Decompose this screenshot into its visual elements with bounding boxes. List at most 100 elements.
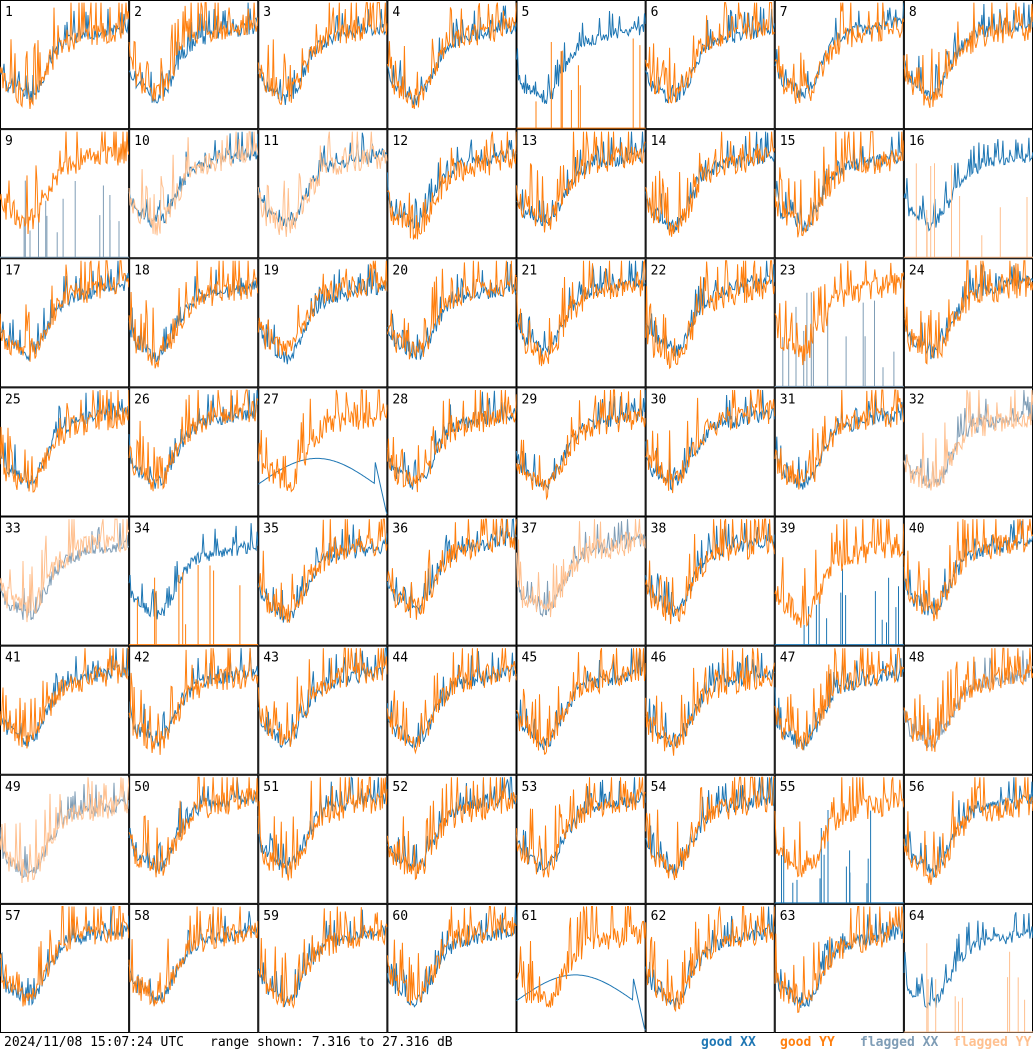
series-xx	[903, 912, 1033, 1009]
panel-label: 15	[780, 134, 796, 149]
panel-9: 9	[0, 129, 130, 259]
panel-32: 32	[903, 387, 1033, 517]
panel-36: 36	[386, 516, 517, 646]
panel-62: 62	[645, 903, 776, 1033]
series-yy	[516, 906, 646, 1008]
panel-3: 3	[257, 0, 388, 130]
panel-39: 39	[774, 516, 905, 646]
panel-18: 18	[128, 258, 259, 388]
series-xx	[516, 974, 646, 1031]
series-yy	[0, 389, 130, 493]
series-yy	[258, 518, 388, 623]
panel-label: 9	[5, 134, 13, 149]
panel-label: 49	[5, 780, 21, 795]
panel-16: 16	[903, 129, 1033, 259]
panel-47: 47	[774, 645, 905, 775]
series-yy	[774, 906, 905, 1013]
panel-13: 13	[516, 129, 646, 259]
series-yy	[516, 38, 646, 129]
panel-label: 16	[909, 134, 925, 149]
legend-good-xx: good XX	[701, 1035, 756, 1050]
panel-label: 19	[263, 263, 279, 278]
panel-label: 2	[134, 5, 142, 20]
panel-label: 26	[134, 392, 150, 407]
panel-label: 17	[5, 263, 21, 278]
legend-flagged-xx: flagged XX	[860, 1035, 939, 1050]
series-yy	[903, 2, 1033, 109]
series-xx	[645, 522, 776, 617]
panel-11: 11	[257, 129, 388, 259]
series-yy	[774, 647, 905, 751]
series-yy	[128, 906, 259, 1007]
series-yy	[257, 776, 388, 881]
panel-43: 43	[257, 645, 388, 775]
panel-frame	[258, 903, 388, 1033]
panel-frame	[516, 774, 646, 904]
panel-label: 50	[134, 780, 150, 795]
panel-15: 15	[774, 129, 905, 259]
panel-label: 52	[392, 780, 408, 795]
panel-7: 7	[774, 0, 905, 130]
panel-label: 31	[780, 392, 796, 407]
series-yy	[128, 2, 259, 102]
panel-38: 38	[645, 516, 776, 646]
series-xx	[0, 180, 130, 258]
panel-60: 60	[386, 903, 517, 1033]
series-yy	[645, 260, 776, 370]
panel-8: 8	[903, 0, 1033, 130]
series-yy	[645, 648, 776, 756]
panel-10: 10	[128, 129, 259, 259]
panel-42: 42	[128, 645, 259, 775]
series-yy	[386, 260, 517, 360]
series-xx	[645, 652, 775, 747]
series-yy	[0, 647, 130, 749]
panel-label: 40	[909, 522, 925, 537]
series-yy	[903, 519, 1033, 622]
panel-37: 37	[516, 516, 646, 646]
panel-24: 24	[903, 258, 1033, 388]
panel-23: 23	[774, 258, 905, 388]
panel-26: 26	[128, 387, 259, 517]
panel-label: 36	[392, 522, 408, 537]
panel-51: 51	[257, 774, 388, 904]
panel-20: 20	[386, 258, 517, 388]
panel-frame	[516, 387, 646, 517]
panel-48: 48	[903, 645, 1033, 775]
series-yy	[257, 906, 388, 1009]
panel-label: 11	[263, 134, 279, 149]
panel-label: 6	[651, 5, 659, 20]
panel-label: 20	[392, 263, 408, 278]
panel-58: 58	[128, 903, 259, 1033]
panel-label: 28	[392, 392, 408, 407]
panel-label: 61	[522, 909, 538, 924]
panel-label: 43	[263, 651, 279, 666]
series-xx	[774, 568, 904, 646]
series-xx	[386, 906, 517, 1008]
panel-label: 25	[5, 392, 21, 407]
series-yy	[0, 2, 130, 110]
panel-63: 63	[774, 903, 905, 1033]
series-xx	[903, 137, 1033, 232]
series-yy	[774, 389, 905, 490]
series-xx	[774, 131, 905, 232]
series-yy	[774, 260, 905, 366]
legend-flagged-yy: flagged YY	[953, 1035, 1032, 1050]
panel-label: 32	[909, 392, 925, 407]
panel-31: 31	[774, 387, 905, 517]
series-yy	[516, 131, 646, 233]
series-xx	[128, 2, 259, 104]
panel-34: 34	[128, 516, 259, 646]
series-xx	[0, 8, 130, 103]
panel-label: 47	[780, 651, 796, 666]
panel-label: 56	[909, 780, 925, 795]
panel-label: 48	[909, 651, 925, 666]
panel-label: 14	[651, 134, 667, 149]
panel-label: 27	[263, 392, 279, 407]
series-yy	[645, 131, 776, 237]
panel-frame	[129, 0, 259, 130]
panel-label: 34	[134, 522, 150, 537]
panel-1: 1	[0, 0, 130, 130]
series-yy	[774, 777, 905, 878]
panel-label: 33	[5, 522, 21, 537]
panel-label: 35	[263, 522, 279, 537]
